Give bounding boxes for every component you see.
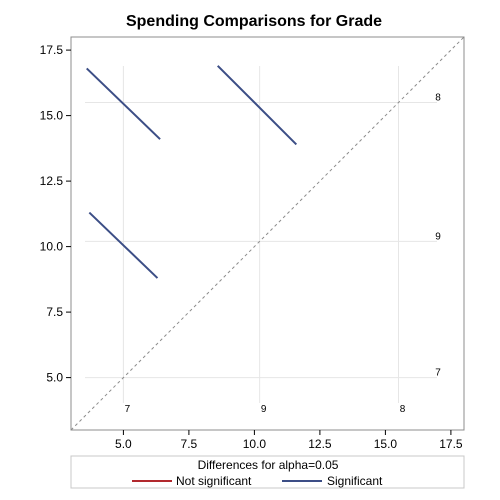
plot-area-frame (70, 36, 465, 431)
x-tick-label: 10.0 (243, 437, 267, 451)
comparison-line-2 (217, 65, 298, 146)
y-tick-label: 15.0 (40, 109, 64, 123)
grade-label-bottom-9: 9 (261, 404, 267, 415)
x-tick-label: 5.0 (115, 437, 132, 451)
y-tick-label: 10.0 (40, 240, 64, 254)
chart-title: Spending Comparisons for Grade (126, 13, 382, 30)
x-tick-label: 7.5 (181, 437, 198, 451)
grade-label-bottom-7: 7 (125, 404, 131, 415)
y-tick-label: 7.5 (46, 305, 63, 319)
x-tick-label: 12.5 (308, 437, 332, 451)
y-tick-label: 5.0 (46, 371, 63, 385)
legend-frame (70, 455, 465, 489)
grade-label-right-9: 9 (435, 231, 441, 242)
grade-label-right-7: 7 (435, 368, 441, 379)
legend-label-not-significant: Not significant (176, 474, 252, 488)
y-tick-label: 12.5 (40, 174, 64, 188)
x-tick-label: 15.0 (374, 437, 398, 451)
legend-title: Differences for alpha=0.05 (198, 458, 339, 472)
comparison-line-3 (88, 211, 159, 279)
grade-label-bottom-8: 8 (400, 404, 406, 415)
comparison-line-1 (86, 67, 161, 140)
x-tick-label: 17.5 (439, 437, 463, 451)
legend-label-significant: Significant (327, 474, 383, 488)
grade-label-right-8: 8 (435, 93, 441, 104)
diagonal-reference-line (70, 36, 465, 431)
y-tick-label: 17.5 (40, 43, 64, 57)
legend: Differences for alpha=0.05 Not significa… (70, 455, 465, 489)
